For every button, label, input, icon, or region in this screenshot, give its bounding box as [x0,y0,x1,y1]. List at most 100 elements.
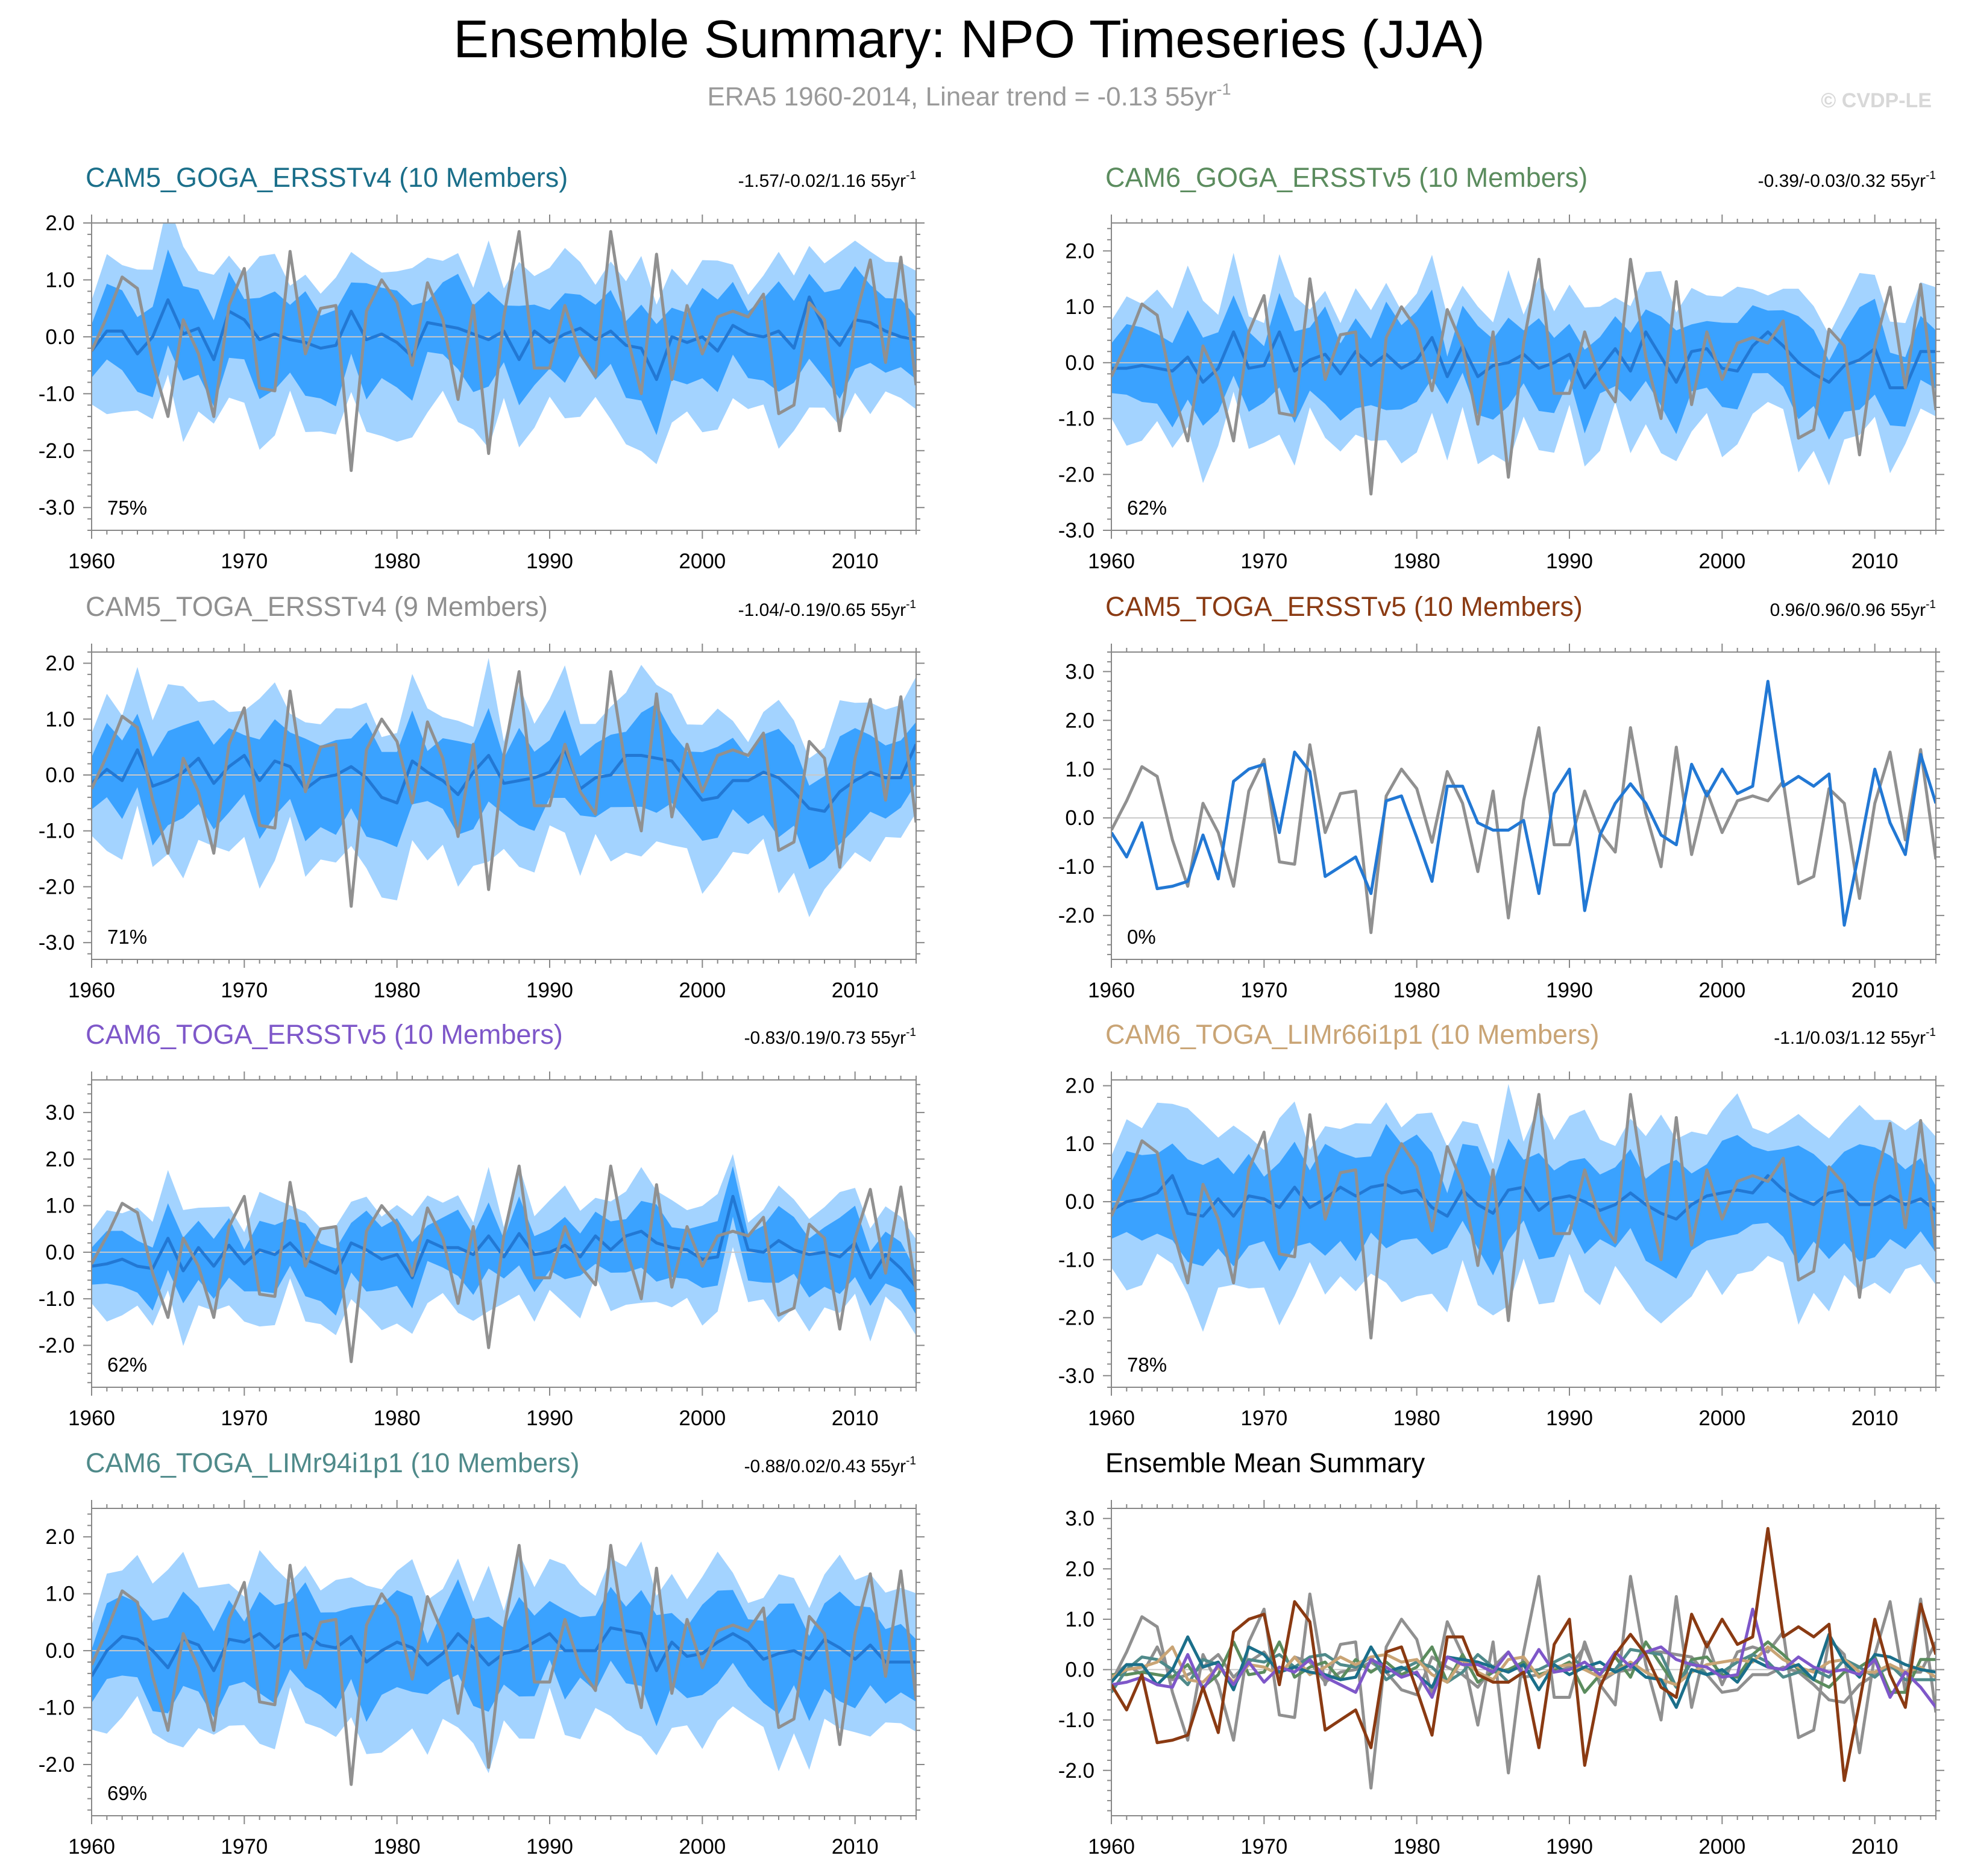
panel-trend: -0.83/0.19/0.73 55yr-1 [744,1026,916,1048]
panel-trend: -1.1/0.03/1.12 55yr-1 [1774,1026,1936,1048]
panel-percent: 0% [1127,926,1156,948]
panel-trend-superscript: -1 [1926,1026,1936,1039]
plot-area [1111,253,1936,496]
plot-area [1111,1526,1936,1790]
x-tick-label: 1970 [221,550,268,573]
x-tick-label: 2000 [1698,550,1745,573]
panel-trend-text: -0.88/0.02/0.43 55yr [744,1457,906,1476]
panel-p1: CAM5_GOGA_ERSSTv4 (10 Members) -1.57/-0.0… [39,162,925,573]
panel-p6: CAM6_TOGA_LIMr66i1p1 (10 Members) -1.1/0.… [1058,1019,1944,1430]
figure-title: Ensemble Summary: NPO Timeseries (JJA) [453,9,1485,69]
figure-subtitle: ERA5 1960-2014, Linear trend = -0.13 55y… [707,80,1231,111]
panel-p3: CAM5_TOGA_ERSSTv4 (9 Members) -1.04/-0.19… [39,591,925,1002]
y-tick-label: -2.0 [39,1334,75,1357]
panel-trend-text: 0.96/0.96/0.96 55yr [1770,600,1926,620]
y-tick-label: 3.0 [1065,1507,1095,1531]
x-tick-label: 1960 [68,1835,115,1859]
subtitle-text: ERA5 1960-2014, Linear trend = -0.13 55y… [707,82,1216,111]
panel-p7: CAM6_TOGA_LIMr94i1p1 (10 Members) -0.88/0… [39,1448,925,1859]
y-tick-label: -2.0 [1058,904,1095,927]
y-tick-label: 1.0 [45,268,75,292]
y-tick-label: 1.0 [1065,1608,1095,1631]
x-tick-label: 1990 [1546,1835,1593,1859]
y-tick-label: -2.0 [1058,1307,1095,1330]
x-tick-label: 1990 [1546,550,1593,573]
y-tick-label: 1.0 [1065,758,1095,781]
series-line-cam5_goga_ersstv4 [1111,1633,1936,1709]
x-tick-label: 1980 [374,979,421,1002]
panel-trend-text: -1.57/-0.02/1.16 55yr [738,171,906,191]
x-tick-label: 2000 [679,550,726,573]
x-tick-label: 1970 [221,1835,268,1859]
ensemble-mean-line [1111,680,1936,927]
y-tick-label: 0.0 [1065,806,1095,830]
y-tick-label: 2.0 [45,212,75,235]
x-tick-label: 1980 [1393,550,1440,573]
x-tick-label: 1990 [1546,979,1593,1002]
panel-trend: -0.88/0.02/0.43 55yr-1 [744,1455,916,1476]
panel-trend-superscript: -1 [906,1455,916,1467]
y-tick-label: -3.0 [1058,519,1095,542]
x-tick-label: 1990 [526,979,573,1002]
plot-area [92,223,916,472]
panel-trend-text: -1.1/0.03/1.12 55yr [1774,1028,1926,1048]
x-tick-label: 1990 [1546,1407,1593,1430]
series-line-cam5_toga_ersstv5 [1111,1526,1936,1782]
panel-percent: 75% [107,497,147,519]
x-tick-label: 2010 [1852,1835,1899,1859]
y-tick-label: 0.0 [1065,1658,1095,1682]
obs-line [1111,257,1936,496]
obs-line [92,1164,916,1363]
y-tick-label: -1.0 [39,820,75,843]
panel-trend-text: -0.39/-0.03/0.32 55yr [1758,171,1926,191]
panel-p4: CAM5_TOGA_ERSSTv5 (10 Members) 0.96/0.96/… [1058,591,1944,1002]
panel-trend-text: -0.83/0.19/0.73 55yr [744,1028,906,1048]
y-tick-label: 2.0 [1065,1557,1095,1581]
ensemble-inner-band [92,249,916,435]
x-tick-label: 2010 [1852,550,1899,573]
x-tick-label: 2010 [832,550,879,573]
y-tick-label: -2.0 [39,875,75,899]
y-tick-label: 0.0 [45,1241,75,1264]
panel-percent: 71% [107,926,147,948]
y-tick-label: -2.0 [39,1753,75,1777]
y-tick-label: 0.0 [45,325,75,349]
panel-percent: 62% [1127,497,1167,519]
panel-trend-superscript: -1 [1926,169,1936,182]
y-tick-label: -2.0 [1058,1759,1095,1783]
x-tick-label: 1990 [526,550,573,573]
x-tick-label: 1970 [1240,550,1287,573]
panel-title: CAM5_GOGA_ERSSTv4 (10 Members) [86,162,568,193]
y-tick-label: -3.0 [39,496,75,519]
x-tick-label: 1980 [374,1407,421,1430]
x-tick-label: 2010 [832,1835,879,1859]
y-tick-label: -1.0 [39,1696,75,1720]
panel-trend-superscript: -1 [906,169,916,182]
x-tick-label: 2000 [679,1835,726,1859]
x-tick-label: 1990 [526,1835,573,1859]
y-tick-label: 2.0 [1065,1074,1095,1098]
y-tick-label: 2.0 [1065,709,1095,732]
y-tick-label: 0.0 [45,764,75,787]
subtitle-superscript: -1 [1217,80,1231,98]
x-tick-label: 1980 [374,550,421,573]
obs-line [1111,1093,1936,1340]
plot-area [92,657,916,917]
panel-trend-superscript: -1 [906,598,916,611]
x-tick-label: 1960 [1088,1835,1135,1859]
panel-p2: CAM6_GOGA_ERSSTv5 (10 Members) -0.39/-0.0… [1058,162,1944,573]
panel-percent: 78% [1127,1354,1167,1376]
panel-title: CAM6_TOGA_LIMr66i1p1 (10 Members) [1105,1019,1599,1050]
series-line-cam6_goga_ersstv5 [1111,1640,1936,1694]
plot-area [1111,1084,1936,1340]
x-tick-label: 1960 [1088,979,1135,1002]
x-tick-label: 1960 [68,1407,115,1430]
x-tick-label: 1960 [1088,550,1135,573]
ensemble-mean-line [92,1194,916,1288]
panel-trend-superscript: -1 [1926,598,1936,611]
y-tick-label: 3.0 [1065,660,1095,683]
ensemble-mean-line [92,743,916,813]
panel-percent: 62% [107,1354,147,1376]
credit-watermark: © CVDP-LE [1821,89,1932,112]
